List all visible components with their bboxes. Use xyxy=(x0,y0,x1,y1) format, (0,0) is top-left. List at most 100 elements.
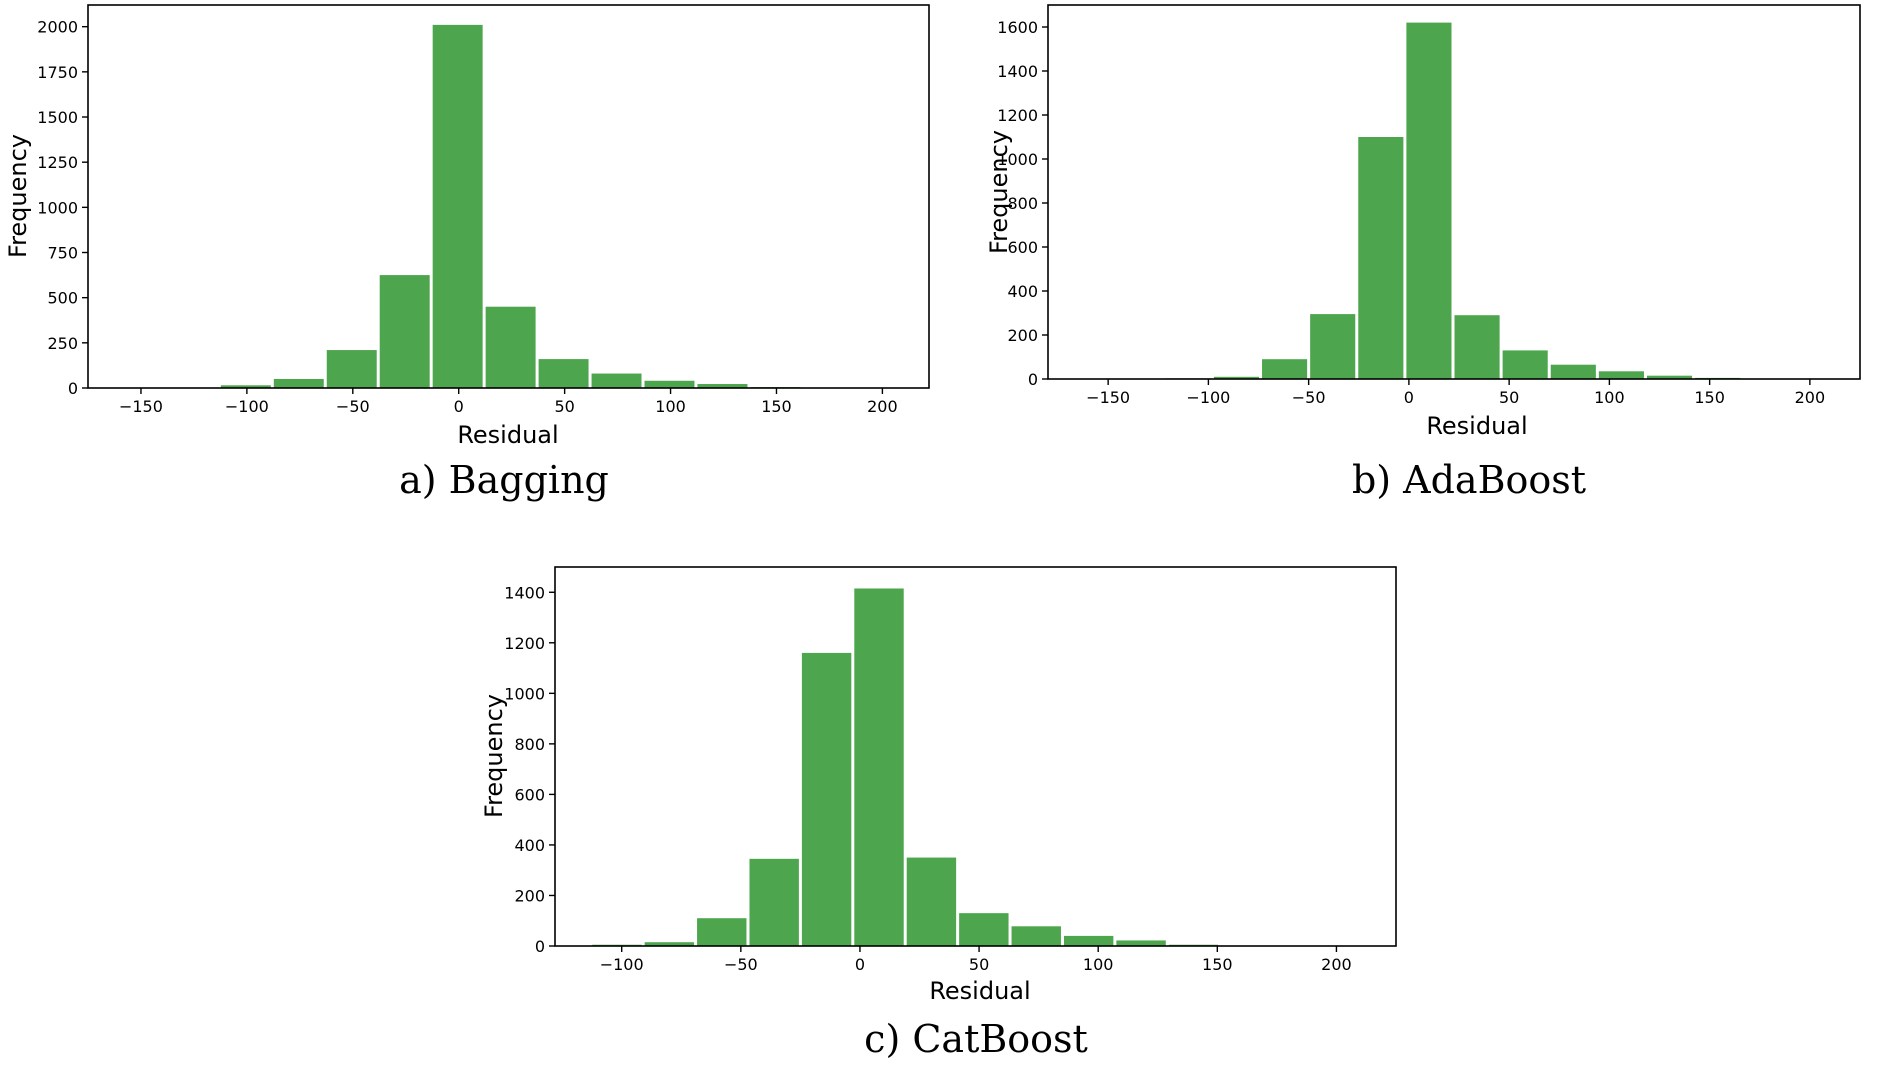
bars xyxy=(1165,22,1741,379)
x-tick-label: 200 xyxy=(1321,955,1352,974)
bar-8 xyxy=(1011,926,1061,946)
chart-adaboost: −150 −100 −50 0 50 100 150 200 0 200 400 600 800 1000… xyxy=(985,4,1861,502)
bar-5 xyxy=(1406,22,1452,379)
y-axis-label: Frequency xyxy=(985,130,1013,254)
bar-2 xyxy=(326,350,377,388)
x-tick-label: −150 xyxy=(119,397,163,416)
x-tick-label: −150 xyxy=(1086,388,1130,407)
bar-0 xyxy=(220,385,271,388)
bar-2 xyxy=(1262,359,1308,379)
bar-5 xyxy=(854,588,904,946)
x-tick-label: 200 xyxy=(867,397,898,416)
bar-1 xyxy=(644,942,695,946)
plot-frame xyxy=(554,566,1397,947)
y-tick-label: 600 xyxy=(514,785,545,804)
y-tick-label: 1200 xyxy=(997,106,1038,125)
x-tick-label: 150 xyxy=(1694,388,1725,407)
bar-8 xyxy=(644,380,695,388)
y-tick-label: 200 xyxy=(514,886,545,905)
bar-6 xyxy=(538,359,589,388)
x-tick-label: 150 xyxy=(1202,955,1233,974)
y-tick-label: 1400 xyxy=(997,62,1038,81)
plot-frame xyxy=(87,4,930,389)
bar-7 xyxy=(591,373,642,388)
y-tick-label: 600 xyxy=(1007,238,1038,257)
bar-3 xyxy=(749,858,799,946)
chart-caption: c) CatBoost xyxy=(864,1017,1088,1061)
x-tick-label: −50 xyxy=(336,397,370,416)
bar-9 xyxy=(1063,935,1114,946)
y-tick-label: 200 xyxy=(1007,326,1038,345)
x-tick-label: 150 xyxy=(761,397,792,416)
bar-3 xyxy=(1310,314,1356,379)
x-tick-label: −100 xyxy=(1186,388,1230,407)
bar-1 xyxy=(273,378,324,388)
x-tick-label: 50 xyxy=(969,955,989,974)
y-tick-label: 0 xyxy=(1028,370,1038,389)
y-tick-label: 1000 xyxy=(504,684,545,703)
x-tick-label: −100 xyxy=(600,955,644,974)
y-tick-label: 2000 xyxy=(37,18,78,37)
x-axis: −100 −50 0 50 100 150 200 xyxy=(600,946,1352,974)
bar-8 xyxy=(1550,364,1596,379)
bar-7 xyxy=(1502,350,1548,379)
bar-9 xyxy=(1598,371,1644,379)
bar-10 xyxy=(1116,940,1166,946)
y-tick-label: 1200 xyxy=(504,634,545,653)
bar-4 xyxy=(801,652,852,946)
bar-6 xyxy=(906,857,957,946)
y-tick-label: 750 xyxy=(47,244,78,263)
y-axis-label: Frequency xyxy=(480,694,508,818)
y-tick-label: 1000 xyxy=(997,150,1038,169)
x-tick-label: −50 xyxy=(1292,388,1326,407)
x-tick-label: 50 xyxy=(1499,388,1519,407)
bar-7 xyxy=(959,913,1009,946)
x-tick-label: 0 xyxy=(454,397,464,416)
x-tick-label: 0 xyxy=(1404,388,1414,407)
y-tick-label: 400 xyxy=(514,836,545,855)
y-axis-label: Frequency xyxy=(4,134,32,258)
bar-2 xyxy=(697,918,747,946)
chart-caption: a) Bagging xyxy=(399,458,609,502)
chart-caption: b) AdaBoost xyxy=(1352,458,1586,502)
bars xyxy=(220,24,801,388)
y-axis: 0 200 400 600 800 1000 1200 1400 xyxy=(504,583,555,956)
y-tick-label: 1750 xyxy=(37,63,78,82)
x-tick-label: −100 xyxy=(225,397,269,416)
bar-6 xyxy=(1454,315,1500,379)
y-tick-label: 800 xyxy=(514,735,545,754)
bar-4 xyxy=(1358,137,1404,379)
x-tick-label: 100 xyxy=(1083,955,1114,974)
bar-9 xyxy=(697,384,748,388)
chart-bagging: −150 −100 −50 0 50 100 150 20002505007501000125… xyxy=(4,4,930,502)
x-tick-label: 200 xyxy=(1795,388,1826,407)
x-axis-label: Residual xyxy=(1426,412,1527,440)
y-tick-label: 1250 xyxy=(37,153,78,172)
bar-10 xyxy=(1646,375,1693,379)
bar-4 xyxy=(432,24,483,388)
chart-catboost: −100 −50 0 50 100 150 200 0 200 400 600 800 1000 1200… xyxy=(480,566,1397,1061)
x-tick-label: 100 xyxy=(1594,388,1625,407)
y-tick-label: 0 xyxy=(535,937,545,956)
x-tick-label: −50 xyxy=(724,955,758,974)
y-tick-label: 1400 xyxy=(504,583,545,602)
x-axis-label: Residual xyxy=(457,421,558,449)
bars xyxy=(592,588,1219,946)
y-tick-label: 0 xyxy=(68,379,78,398)
x-tick-label: 0 xyxy=(855,955,865,974)
y-axis: 0 250 500 750 1000 1250 1500 1750 2000 xyxy=(37,18,88,398)
plot-frame xyxy=(1047,4,1861,380)
x-tick-label: 50 xyxy=(554,397,574,416)
y-tick-label: 400 xyxy=(1007,282,1038,301)
bar-3 xyxy=(379,275,430,388)
bar-5 xyxy=(485,306,536,388)
x-axis-label: Residual xyxy=(929,977,1030,1005)
y-axis: 0 200 400 600 800 1000 1200 1400 1600 xyxy=(997,18,1048,389)
y-tick-label: 250 xyxy=(47,334,78,353)
y-tick-label: 500 xyxy=(47,289,78,308)
bar-1 xyxy=(1213,376,1260,379)
x-axis: −150 −100 −50 0 50 100 150 200 xyxy=(1086,379,1825,407)
y-tick-label: 1500 xyxy=(37,108,78,127)
x-tick-label: 100 xyxy=(655,397,686,416)
